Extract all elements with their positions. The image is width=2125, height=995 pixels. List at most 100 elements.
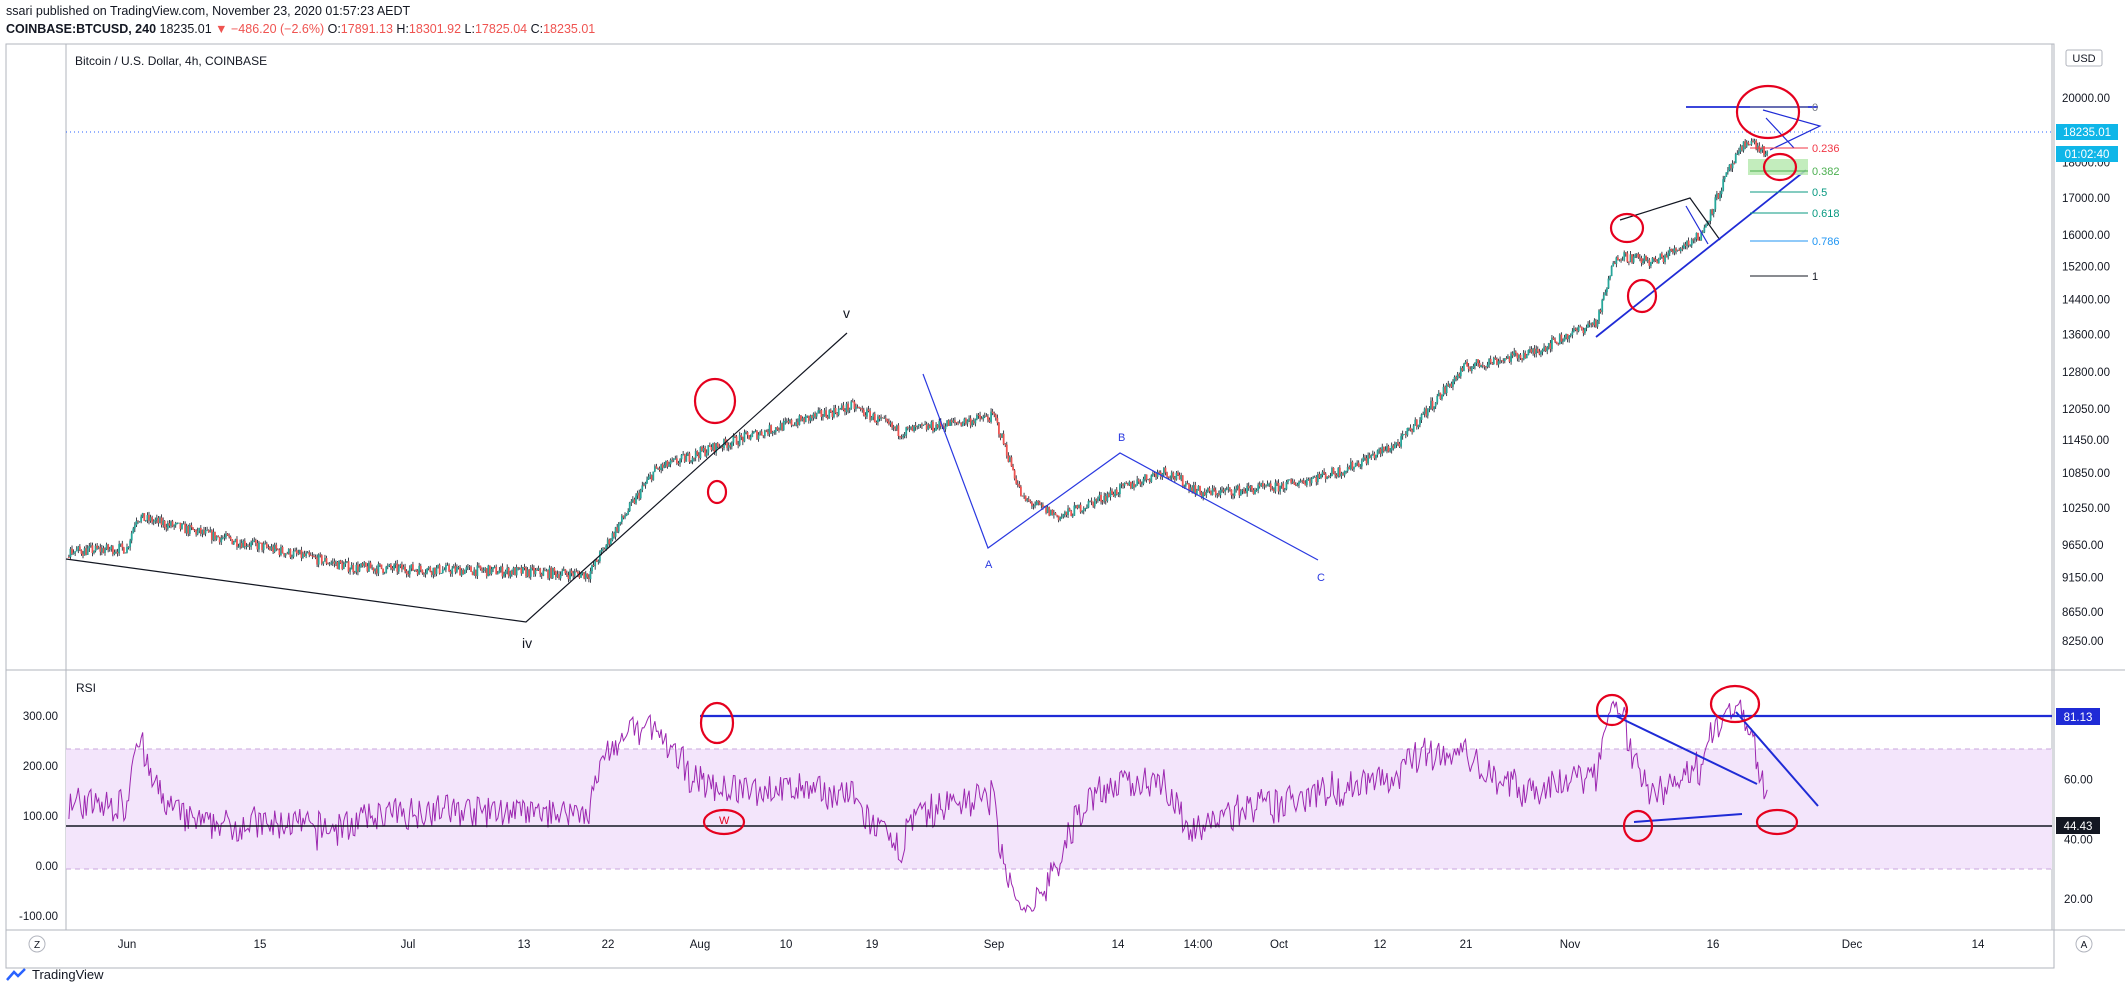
candle-body <box>256 543 259 550</box>
candle-body <box>421 569 424 574</box>
z-button[interactable] <box>28 935 46 953</box>
candle-body <box>440 573 443 574</box>
candle-body <box>474 569 477 577</box>
candle-body <box>319 554 322 556</box>
candle-body <box>198 527 201 531</box>
candle-body <box>553 568 556 572</box>
candle-body <box>594 559 597 567</box>
candle-body <box>708 445 711 447</box>
candle-body <box>853 401 856 410</box>
candle-body <box>1236 485 1239 489</box>
candle-body <box>1059 517 1062 521</box>
candle-body <box>394 563 397 565</box>
annotation-circle <box>1762 152 1798 182</box>
candle-body <box>1425 408 1428 416</box>
fib-level-label: 0.786 <box>1812 236 1840 248</box>
candle-body <box>532 567 535 575</box>
candle-body <box>804 415 807 423</box>
candle-body <box>85 548 88 555</box>
candle-body <box>1704 224 1707 228</box>
candle-body <box>1582 329 1585 334</box>
price-tick: 11450.00 <box>2062 435 2109 447</box>
candle-body <box>954 420 956 423</box>
candle-body <box>1075 505 1077 506</box>
candle-body <box>925 424 928 430</box>
candle-body <box>1745 142 1748 147</box>
candle-body <box>300 549 303 558</box>
candle-body <box>712 443 714 450</box>
candle-body <box>888 421 890 425</box>
candle-body <box>796 421 799 425</box>
candle-body <box>1571 331 1574 336</box>
candle-body <box>1516 352 1519 359</box>
candle-body <box>232 542 235 545</box>
candle-body <box>159 517 161 524</box>
candle-body <box>807 415 810 421</box>
rsi-band <box>66 749 2052 869</box>
candle-body <box>613 533 615 537</box>
candle-body <box>619 521 622 525</box>
candle-body <box>1392 445 1395 449</box>
candle-body <box>517 567 520 569</box>
candle-body <box>1243 489 1245 492</box>
currency-badge[interactable] <box>2065 49 2103 67</box>
candle-body <box>1519 354 1522 359</box>
candle-body <box>91 545 94 553</box>
candle-body <box>990 411 992 422</box>
rsi-upper-badge <box>2056 708 2100 725</box>
candle-body <box>88 546 91 549</box>
candle-body <box>1324 473 1327 479</box>
candle-body <box>891 422 893 428</box>
candle-body <box>349 569 351 572</box>
candle-body <box>1015 478 1018 484</box>
candle-body <box>886 419 889 422</box>
candle-body <box>1439 392 1442 400</box>
candle-body <box>270 546 273 550</box>
candle-body <box>291 556 293 558</box>
candle-body <box>416 570 419 575</box>
candle-body <box>360 563 362 567</box>
candle-body <box>1280 483 1283 486</box>
candle-body <box>839 408 842 410</box>
candle-body <box>187 525 190 534</box>
candle-body <box>1046 507 1049 513</box>
candle-body <box>1690 239 1693 246</box>
candle-body <box>1408 427 1410 429</box>
candle-body <box>789 419 791 423</box>
candle-body <box>363 562 366 566</box>
candle-body <box>957 422 959 424</box>
a-button[interactable] <box>2075 935 2093 953</box>
candle-body <box>1106 493 1109 502</box>
candle-body <box>977 414 980 416</box>
candle-body <box>759 431 762 435</box>
candle-body <box>932 421 934 432</box>
candle-body <box>1100 494 1102 502</box>
candle-body <box>1381 446 1384 454</box>
candle-body <box>1637 253 1640 258</box>
candle-body <box>413 570 416 571</box>
candle-body <box>236 539 238 547</box>
candle-body <box>284 553 287 556</box>
price-tick: 17000.00 <box>2062 193 2110 205</box>
candle-body <box>199 527 202 534</box>
candle-body <box>347 561 350 572</box>
candle-body <box>80 550 83 554</box>
candle-body <box>276 548 279 550</box>
candle-body <box>1645 255 1648 261</box>
candle-body <box>1142 478 1145 484</box>
candle-body <box>658 468 661 470</box>
candle-body <box>919 424 922 426</box>
candle-body <box>419 565 422 570</box>
candle-body <box>686 453 689 456</box>
candle-body <box>1299 480 1302 482</box>
candle-body <box>481 569 483 571</box>
candle-body <box>1104 495 1107 502</box>
candle-body <box>1140 483 1143 485</box>
candle-body <box>1225 489 1228 490</box>
candle-body <box>1136 479 1139 486</box>
candle-body <box>1606 288 1608 293</box>
candle-body <box>630 501 633 503</box>
candle-body <box>784 420 787 422</box>
candle-body <box>1426 408 1429 416</box>
candle-body <box>1210 491 1212 495</box>
